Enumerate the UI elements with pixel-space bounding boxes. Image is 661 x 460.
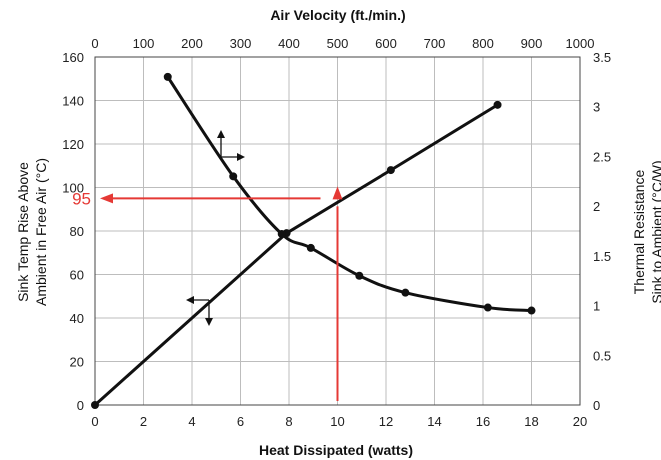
- series-2-point: [306, 243, 315, 252]
- series-2-point: [355, 271, 364, 280]
- right-tick-label: 1.5: [593, 249, 611, 264]
- left-tick-label: 0: [77, 398, 84, 413]
- series-line-1: [93, 103, 499, 407]
- series-1-point: [493, 100, 502, 109]
- right-tick-label: 2.5: [593, 149, 611, 164]
- right-tick-label: 3: [593, 100, 600, 115]
- left-axis-title-line-2: Ambient in Free Air (°C): [33, 158, 49, 306]
- plot-frame: [94, 56, 581, 406]
- left-axis-title-line-1: Sink Temp Rise Above: [15, 162, 31, 302]
- series-2-point: [401, 288, 410, 297]
- series-2-point: [277, 229, 286, 238]
- left-tick-label: 60: [70, 268, 84, 283]
- bottom-tick-label: 0: [91, 414, 98, 429]
- bottom-tick-label: 2: [140, 414, 147, 429]
- right-tick-label: 2: [593, 199, 600, 214]
- left-tick-label: 80: [70, 224, 84, 239]
- series-2-point: [229, 172, 238, 181]
- annotation-label: 95: [72, 189, 91, 208]
- right-tick-label: 0.5: [593, 348, 611, 363]
- left-tick-label: 100: [62, 181, 84, 196]
- arrow-up-right-icon: [217, 130, 245, 161]
- series-2-point: [483, 303, 492, 312]
- bottom-tick-label: 6: [237, 414, 244, 429]
- top-tick-label: 900: [521, 36, 543, 51]
- right-y-axis: 0 0.5 1 1.5 2 2.5 3 3.5: [593, 50, 611, 413]
- top-axis-title: Air Velocity (ft./min.): [270, 7, 405, 23]
- top-tick-label: 300: [230, 36, 252, 51]
- bottom-x-axis: 0 2 4 6 8 10 12 14 16 18 20: [91, 414, 587, 429]
- right-tick-label: 0: [593, 398, 600, 413]
- top-tick-label: 800: [472, 36, 494, 51]
- bottom-tick-label: 4: [188, 414, 195, 429]
- left-tick-label: 20: [70, 355, 84, 370]
- top-tick-label: 0: [91, 36, 98, 51]
- top-tick-label: 500: [327, 36, 349, 51]
- bottom-tick-label: 16: [476, 414, 490, 429]
- axis-direction-arrows: [186, 130, 245, 326]
- bottom-tick-label: 8: [285, 414, 292, 429]
- series-layer: [91, 72, 536, 409]
- top-x-axis: 0 100 200 300 400 500 600 700 800 900 1000: [91, 36, 594, 51]
- bottom-tick-label: 18: [524, 414, 538, 429]
- top-tick-label: 200: [181, 36, 203, 51]
- annotation-arrow-up-icon: [332, 186, 343, 200]
- left-tick-label: 40: [70, 311, 84, 326]
- bottom-tick-label: 12: [379, 414, 393, 429]
- left-tick-label: 160: [62, 50, 84, 65]
- top-tick-label: 100: [133, 36, 155, 51]
- left-tick-label: 140: [62, 94, 84, 109]
- right-tick-label: 3.5: [593, 50, 611, 65]
- top-tick-label: 600: [375, 36, 397, 51]
- arrow-left-down-icon: [186, 296, 213, 326]
- bottom-axis-title: Heat Dissipated (watts): [259, 442, 413, 458]
- series-1-point: [91, 401, 99, 409]
- right-tick-label: 1: [593, 299, 600, 314]
- series-2-point: [163, 72, 172, 81]
- left-tick-label: 120: [62, 137, 84, 152]
- bottom-tick-label: 20: [573, 414, 587, 429]
- right-axis-title-line-2: Sink to Ambient (°C/W): [649, 160, 661, 303]
- annotation-arrow-left-icon: [100, 193, 113, 204]
- top-tick-label: 400: [278, 36, 300, 51]
- annotation-layer: 95: [72, 186, 343, 401]
- series-1-point: [386, 166, 395, 175]
- left-y-axis: 0 20 40 60 80 100 120 140 160: [62, 50, 84, 413]
- top-tick-label: 700: [424, 36, 446, 51]
- top-tick-label: 1000: [566, 36, 595, 51]
- right-axis-title-line-1: Thermal Resistance: [631, 170, 647, 295]
- series-2-point: [527, 306, 536, 315]
- bottom-tick-label: 14: [427, 414, 441, 429]
- bottom-tick-label: 10: [330, 414, 344, 429]
